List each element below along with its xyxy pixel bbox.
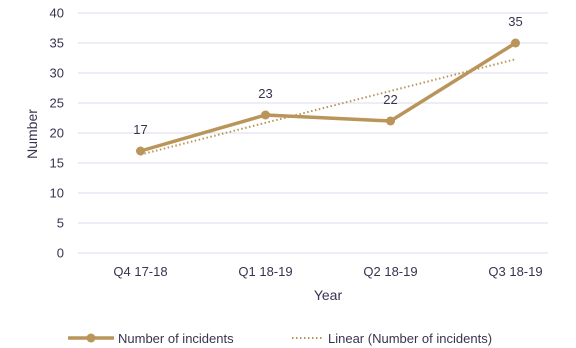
legend-label-incidents: Number of incidents xyxy=(118,331,234,346)
x-axis-ticks: Q4 17-18 Q1 18-19 Q2 18-19 Q3 18-19 xyxy=(113,264,542,279)
x-tick-label: Q1 18-19 xyxy=(238,264,292,279)
series-line-incidents xyxy=(140,41,517,153)
data-labels: 17 23 22 35 xyxy=(133,14,522,137)
legend-marker-incidents xyxy=(86,333,96,343)
y-tick-label: 20 xyxy=(50,126,64,141)
y-tick-label: 5 xyxy=(57,216,64,231)
legend: Number of incidents Linear (Number of in… xyxy=(68,331,492,346)
data-label: 22 xyxy=(383,92,397,107)
data-label: 23 xyxy=(258,86,272,101)
y-tick-label: 40 xyxy=(50,6,64,21)
data-label: 35 xyxy=(508,14,522,29)
trendline-linear xyxy=(140,58,516,156)
legend-item-linear: Linear (Number of incidents) xyxy=(292,331,492,346)
x-tick-label: Q4 17-18 xyxy=(113,264,167,279)
data-point xyxy=(136,146,145,156)
legend-label-linear: Linear (Number of incidents) xyxy=(328,331,492,346)
data-point xyxy=(261,110,270,120)
data-label: 17 xyxy=(133,122,147,137)
y-tick-label: 35 xyxy=(50,36,64,51)
y-tick-label: 30 xyxy=(50,66,64,81)
x-tick-label: Q3 18-19 xyxy=(488,264,542,279)
x-axis-title: Year xyxy=(314,287,343,303)
y-tick-label: 0 xyxy=(57,246,64,261)
data-point xyxy=(511,38,520,48)
x-tick-label: Q2 18-19 xyxy=(363,264,417,279)
y-axis-title: Number xyxy=(24,109,40,159)
data-point xyxy=(386,116,395,126)
series-layer xyxy=(136,38,520,156)
y-axis-ticks: 0 5 10 15 20 25 30 35 40 xyxy=(50,6,64,261)
y-tick-label: 15 xyxy=(50,156,64,171)
y-tick-label: 10 xyxy=(50,186,64,201)
y-tick-label: 25 xyxy=(50,96,64,111)
gridlines xyxy=(78,12,548,254)
legend-item-incidents: Number of incidents xyxy=(68,331,234,346)
